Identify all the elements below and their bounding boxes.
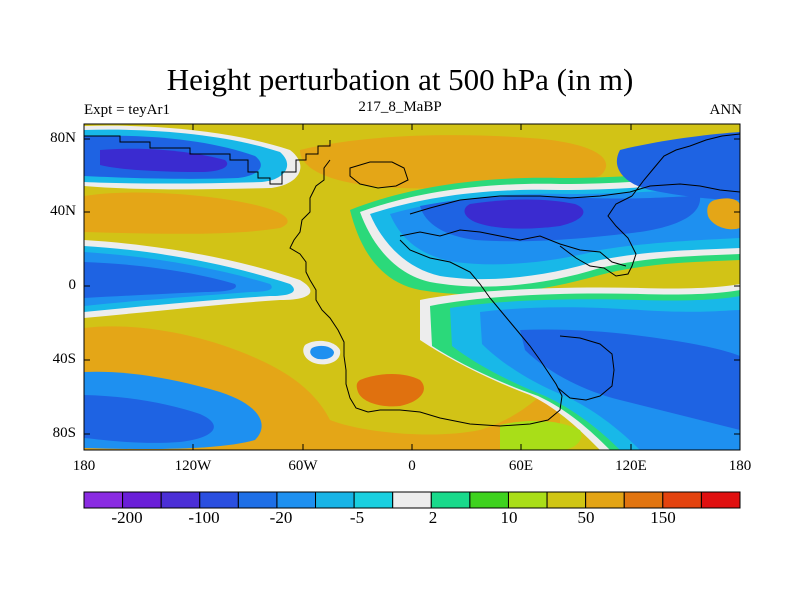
coastline-india-asia [559,195,637,277]
field-north-orange [84,192,288,234]
lat-label-0: 0 [68,277,77,293]
coastline-europe-south [399,229,627,267]
field-se-blue [520,329,740,430]
contour-field [84,124,740,450]
lat-label-80s: 80S [52,425,76,441]
colorbar-box-3 [199,491,239,509]
field-nw-deep [100,148,228,172]
colorbar-box-5 [276,491,317,509]
field-ne-corner-blue [616,132,740,200]
field-deep-orange [356,374,424,407]
colorbar-box-10 [469,491,509,509]
lat-label-40s: 40S [52,351,76,367]
experiment-label: Expt = teyAr1 [84,102,170,118]
lat-label-40n: 40N [50,203,76,219]
coastlines [84,133,740,427]
colorbar-box-6 [315,491,355,509]
coastline-greenland [349,161,409,189]
field-light-green-south [500,420,582,450]
coastline-americas [289,159,369,413]
colorbar-box-7 [353,491,394,509]
colorbar-box-1 [122,491,162,509]
colorbar-box-15 [662,491,702,509]
colorbar-label-50: 50 [577,508,595,527]
field-eq-deep [84,262,236,298]
coastline-north-america-east [84,135,331,185]
lon-label-120w: 120W [174,458,212,474]
colorbar-box-11 [507,491,548,509]
colorbar-box-2 [160,491,201,509]
colorbar-box-0 [83,491,124,509]
lon-label-180e: 180 [728,458,752,474]
colorbar-box-14 [623,491,664,509]
season-label: ANN [709,102,743,118]
field-ne-deep [464,199,584,229]
colorbar-box-16 [700,491,741,509]
lat-label-80n: 80N [50,130,76,146]
colorbar-box-9 [430,491,471,509]
colorbar-label-10: 10 [500,508,518,527]
colorbar-label-minus5: -5 [349,508,365,527]
field-sw-deep-blue [84,395,214,443]
colorbar-box-12 [546,491,587,509]
colorbar-label-150: 150 [650,508,676,527]
colorbar-label-minus200: -200 [111,508,143,527]
coastline-eurasia [409,183,740,215]
axis-ticks [84,124,740,450]
field-small-blue-cell [310,345,334,360]
colorbar-label-minus100: -100 [188,508,220,527]
lon-label-0: 0 [408,458,416,474]
colorbar-box-4 [237,491,278,509]
colorbar-label-2: 2 [428,508,438,527]
coastline-africa [367,239,563,427]
colorbar-label-minus20: -20 [269,508,293,527]
lon-label-120e: 120E [615,458,647,474]
lon-label-60e: 60E [508,458,534,474]
coastline-asia-east [631,133,740,197]
colorbar-box-8 [392,491,432,509]
period-label: 217_8_MaBP [358,99,442,115]
field-north-band-north [300,135,607,189]
lon-label-180w: 180 [72,458,96,474]
plot-title: Height perturbation at 500 hPa (in m) [166,62,634,97]
lon-label-60w: 60W [288,458,318,474]
colorbar-box-13 [585,491,625,509]
colorbar-boxes [83,491,741,509]
field-east-orange-blob [707,198,740,230]
coastline-australia [557,335,615,401]
